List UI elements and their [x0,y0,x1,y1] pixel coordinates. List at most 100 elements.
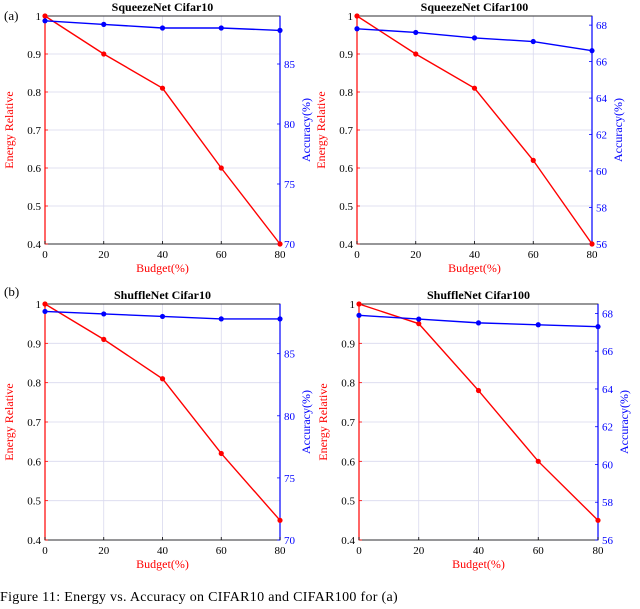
figure-caption: Figure 11: Energy vs. Accuracy on CIFAR1… [0,590,398,605]
chart-panel-2: SqueezeNet Cifar100 0 20 40 60 80 0.4 0.5 0.6 0.7… [314,0,625,275]
y-left-tick-label: 0.5 [27,496,41,508]
accuracy-point [277,27,283,33]
accuracy-point [354,26,360,32]
accuracy-point [413,29,419,36]
x-tick-label: 60 [216,545,228,557]
energy-point [218,450,224,457]
energy-point [277,517,283,523]
energy-point [42,13,48,19]
y-left-tick-label: 0.9 [339,49,353,61]
energy-point [101,336,107,342]
energy-point [413,51,419,57]
y-right-tick-label: 85 [284,349,296,361]
y-left-tick-label: 1 [36,299,42,311]
x-tick-label: 0 [42,545,48,557]
x-tick-label: 80 [587,249,599,261]
y-left-tick-label: 0.4 [27,535,41,547]
y-left-tick-label: 0.4 [339,239,353,251]
accuracy-point [277,316,283,322]
y-left-tick-label: 0.4 [341,535,355,547]
y-left-tick-label: 0.7 [27,125,41,137]
y-left-axis-label: Energy Relative [2,91,16,168]
y-right-axis-label: Accuracy(%) [299,390,313,454]
x-tick-label: 20 [410,249,422,261]
x-axis-label: Budget(%) [136,557,189,571]
energy-point [42,301,48,307]
y-left-axis-label: Energy Relative [314,91,328,168]
y-right-axis-label: Accuracy(%) [611,98,625,162]
energy-point [218,165,224,171]
energy-point [595,517,601,523]
y-left-tick-label: 0.6 [339,163,353,175]
energy-point [159,85,166,91]
chart-panel-4: ShuffleNet Cifar100 0 20 40 60 80 0.4 0.5 0.6 0.7… [316,288,631,571]
y-left-tick-label: 0.8 [341,378,355,390]
y-left-tick-label: 1 [348,11,354,23]
y-left-tick-label: 0.9 [341,338,355,350]
y-left-tick-label: 1 [36,11,42,23]
y-right-tick-label: 68 [602,308,614,320]
y-right-tick-label: 80 [284,119,296,131]
y-left-tick-label: 0.5 [339,201,353,213]
energy-point [416,321,422,327]
energy-point [475,387,482,394]
accuracy-point [589,48,595,54]
energy-point [356,301,362,307]
chart-panel-3: ShuffleNet Cifar10 0 20 40 60 80 0.4 0.5 0.6 0.7 0… [2,288,313,571]
accuracy-point [356,312,362,318]
energy-point [471,85,478,91]
chart-panel-1: SqueezeNet Cifar10 0 20 40 60 80 0.4 0.5 0.6 0.7 0… [2,0,313,275]
accuracy-point [101,311,107,317]
y-right-tick-label: 68 [596,20,608,32]
x-tick-label: 40 [473,545,485,557]
energy-point [354,13,360,19]
chart-title: SqueezeNet Cifar100 [421,0,529,14]
y-right-axis-label: Accuracy(%) [617,390,631,454]
energy-point [159,376,166,382]
chart-title: ShuffleNet Cifar10 [114,288,211,302]
y-right-tick-label: 62 [602,422,613,434]
y-right-tick-label: 64 [596,93,608,105]
x-tick-label: 80 [593,545,605,557]
y-left-tick-label: 1 [350,299,356,311]
x-tick-label: 20 [413,545,425,557]
accuracy-point [159,313,166,320]
accuracy-point [471,35,478,41]
panel-label-a: (a) [4,8,18,23]
y-left-tick-label: 0.7 [341,417,355,429]
y-left-tick-label: 0.9 [27,49,41,61]
accuracy-point [535,322,541,328]
accuracy-point [475,320,482,326]
x-tick-label: 80 [275,249,287,261]
y-left-tick-label: 0.5 [27,201,41,213]
y-right-tick-label: 56 [602,535,614,547]
y-left-tick-label: 0.6 [341,456,355,468]
x-tick-label: 80 [275,545,287,557]
y-left-axis-label: Energy Relative [2,383,16,460]
x-tick-label: 20 [98,249,110,261]
y-left-tick-label: 0.8 [339,87,353,99]
accuracy-point [42,308,48,315]
x-axis-label: Budget(%) [448,261,501,275]
y-left-tick-label: 0.7 [27,417,41,429]
figure: (a) (b) SqueezeNet Cifar100 20 40 60 800.40.… [2,0,631,571]
y-right-tick-label: 58 [602,497,614,509]
energy-point [589,241,595,247]
y-left-tick-label: 0.8 [27,87,41,99]
y-right-tick-label: 85 [284,59,296,71]
x-tick-label: 0 [42,249,48,261]
y-left-tick-label: 0.4 [27,239,41,251]
x-tick-label: 20 [98,545,110,557]
y-left-tick-label: 0.6 [27,456,41,468]
y-right-tick-label: 66 [602,346,614,358]
x-tick-label: 40 [469,249,481,261]
x-axis-label: Budget(%) [136,261,189,275]
y-left-tick-label: 0.6 [27,163,41,175]
y-left-axis-label: Energy Relative [316,383,330,460]
y-right-tick-label: 66 [596,57,608,69]
energy-point [530,157,536,163]
y-left-tick-label: 0.9 [27,338,41,350]
x-tick-label: 60 [216,249,228,261]
y-right-tick-label: 60 [596,166,608,178]
y-left-tick-label: 0.7 [339,125,353,137]
